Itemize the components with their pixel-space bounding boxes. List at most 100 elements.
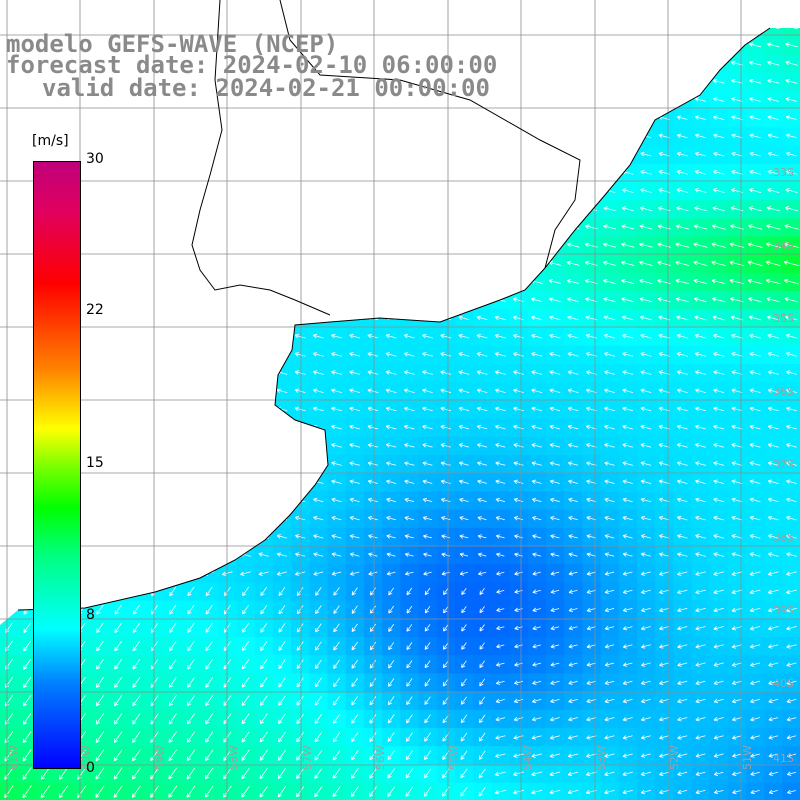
wind-arrow [367, 424, 379, 430]
wind-arrow [385, 352, 397, 357]
wind-arrow [185, 443, 197, 448]
wind-cell [0, 691, 19, 711]
wind-cell [509, 764, 529, 784]
wind-arrow [349, 206, 361, 211]
wind-arrow [495, 735, 506, 740]
wind-arrow [512, 279, 525, 284]
wind-arrow [531, 717, 542, 722]
wind-arrow [313, 571, 324, 576]
wind-arrow [694, 28, 707, 30]
wind-arrow [187, 695, 195, 707]
wind-arrow [258, 279, 270, 284]
wind-arrow [713, 370, 725, 375]
wind-arrow [130, 497, 142, 503]
wind-arrow [369, 641, 377, 651]
wind-cell [236, 618, 256, 638]
wind-arrow [3, 352, 15, 357]
wind-arrow [604, 115, 615, 120]
wind-arrow [424, 768, 432, 779]
wind-arrow [312, 242, 324, 248]
wind-cell [327, 764, 347, 784]
wind-cell [527, 254, 547, 274]
colorbar-units: [m/s] [32, 133, 69, 149]
wind-arrow [568, 589, 578, 594]
wind-arrow [350, 786, 359, 798]
wind-arrow [3, 479, 15, 484]
wind-cell [764, 655, 784, 674]
wind-arrow [640, 79, 652, 84]
wind-cell [309, 673, 329, 693]
wind-cell [163, 163, 183, 183]
wind-cell [618, 618, 638, 638]
wind-cell [182, 455, 201, 474]
wind-arrow [367, 388, 379, 393]
wind-arrow [513, 753, 524, 758]
wind-arrow [367, 224, 379, 230]
wind-arrow [767, 188, 780, 193]
wind-cell [236, 109, 256, 128]
wind-cell [637, 582, 656, 602]
wind-arrow [276, 188, 288, 193]
wind-cell [418, 728, 438, 747]
wind-arrow [314, 659, 322, 669]
wind-arrow [458, 28, 470, 29]
wind-arrow [424, 696, 431, 705]
wind-cell [273, 145, 292, 165]
wind-cell [637, 54, 656, 74]
wind-cell [236, 455, 256, 474]
wind-cell [254, 564, 274, 583]
wind-cell [163, 364, 183, 383]
wind-arrow [458, 424, 470, 430]
wind-arrow [766, 224, 781, 230]
wind-arrow [422, 297, 433, 302]
wind-arrow [331, 352, 342, 357]
wind-arrow [604, 42, 615, 48]
wind-cell [618, 691, 638, 711]
wind-arrow [112, 170, 124, 175]
wind-cell [163, 746, 183, 765]
wind-arrow [750, 789, 760, 795]
wind-arrow [76, 28, 88, 29]
wind-cell [491, 109, 511, 128]
wind-arrow [440, 133, 452, 139]
wind-cell [127, 473, 147, 492]
wind-cell [600, 655, 620, 674]
wind-arrow [531, 735, 542, 740]
wind-cell [127, 127, 147, 147]
wind-arrow [531, 188, 543, 193]
wind-arrow [331, 552, 342, 557]
wind-arrow [258, 206, 270, 211]
wind-arrow [406, 696, 413, 705]
wind-arrow [713, 170, 725, 175]
wind-arrow [203, 297, 215, 302]
wind-arrow [440, 279, 452, 284]
wind-cell [691, 637, 711, 656]
wind-arrow [479, 696, 486, 705]
wind-cell [746, 582, 765, 602]
wind-cell [600, 127, 620, 147]
wind-cell [254, 436, 274, 456]
wind-arrow [386, 534, 396, 539]
wind-arrow [549, 735, 560, 740]
wind-arrow [385, 206, 397, 211]
wind-cell [182, 291, 201, 310]
wind-arrow [422, 151, 433, 157]
wind-cell [582, 673, 602, 693]
wind-cell [254, 728, 274, 747]
wind-arrow [276, 388, 288, 393]
wind-arrow [94, 479, 106, 484]
wind-arrow [113, 767, 123, 780]
wind-cell [127, 637, 147, 656]
wind-arrow [513, 352, 524, 357]
wind-cell [145, 746, 165, 765]
wind-arrow [312, 315, 324, 321]
wind-arrow [241, 749, 250, 761]
wind-arrow [677, 497, 688, 503]
wind-cell [618, 72, 638, 92]
wind-cell [564, 709, 583, 729]
wind-arrow [21, 188, 33, 193]
wind-cell [0, 364, 19, 383]
wind-cell [200, 491, 219, 511]
wind-arrow [749, 607, 761, 613]
wind-cell [254, 473, 274, 492]
